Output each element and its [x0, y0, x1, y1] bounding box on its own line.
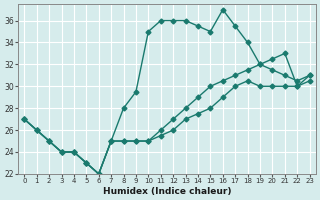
- X-axis label: Humidex (Indice chaleur): Humidex (Indice chaleur): [103, 187, 231, 196]
